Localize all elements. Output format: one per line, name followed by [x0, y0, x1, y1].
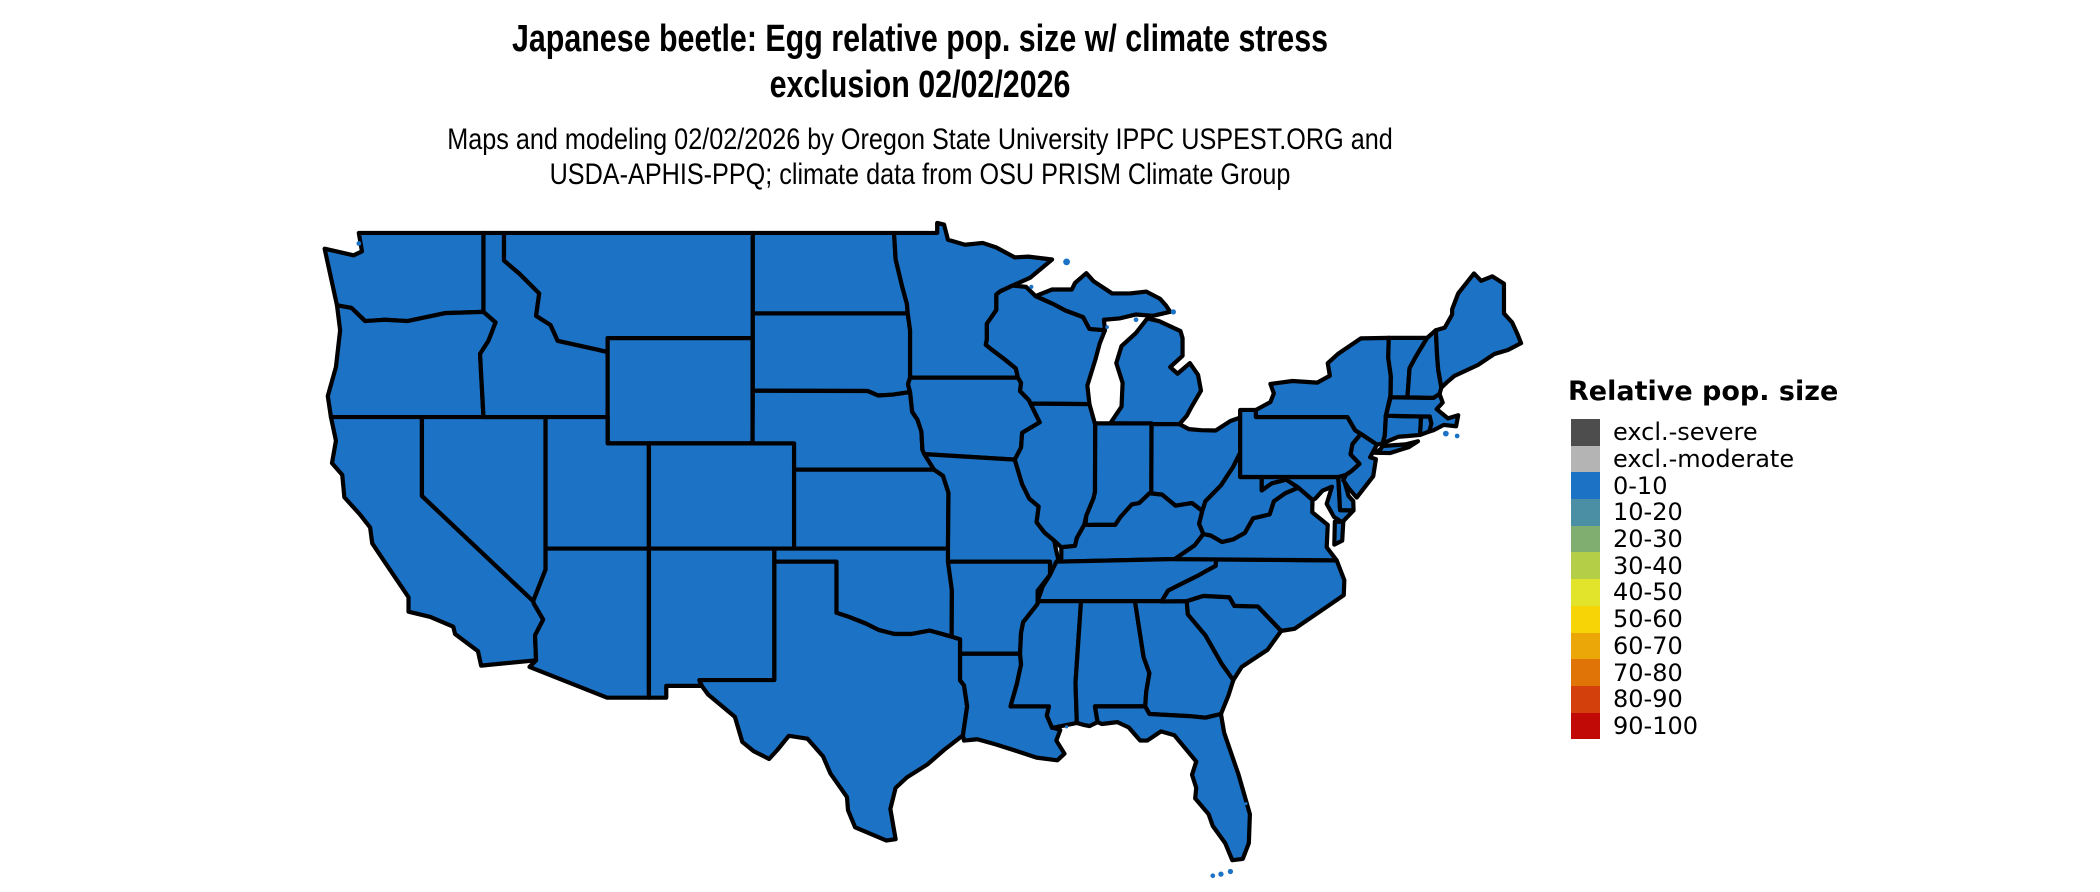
legend-swatch-50-60	[1571, 605, 1600, 633]
legend-row: excl.-severe	[1571, 419, 1838, 446]
legend-swatch-20-30	[1571, 525, 1600, 553]
legend-swatch-90-100	[1571, 712, 1600, 740]
legend-label: 0-10	[1613, 471, 1668, 500]
us-map-canvas	[322, 220, 1524, 879]
state-CO	[646, 441, 797, 551]
coastal-island	[1227, 868, 1234, 875]
state-PA	[1238, 407, 1363, 480]
legend-rows: excl.-severe excl.-moderate 0-10 10-20 20-30…	[1571, 419, 1838, 740]
state-NJ	[1341, 431, 1380, 500]
map-subtitle: Maps and modeling 02/02/2026 by Oregon S…	[416, 122, 1424, 192]
state-VAES	[1332, 519, 1346, 547]
legend-swatch-70-80	[1571, 659, 1600, 686]
state-ME	[1433, 271, 1524, 390]
legend-row: 10-20	[1571, 499, 1838, 526]
state-MILP	[1108, 316, 1204, 427]
legend-label: 40-50	[1613, 578, 1683, 607]
legend-row: 70-80	[1571, 659, 1838, 686]
legend-row: 40-50	[1571, 579, 1838, 606]
legend-label: 20-30	[1613, 525, 1683, 554]
legend-label: 30-40	[1613, 551, 1683, 580]
coastal-island	[367, 237, 371, 241]
legend: Relative pop. size excl.-severe excl.-mod…	[1568, 376, 1839, 740]
state-MA	[1383, 391, 1461, 434]
legend-swatch-60-70	[1571, 632, 1600, 660]
state-NC	[1159, 557, 1347, 633]
legend-swatch-0-10	[1571, 472, 1600, 500]
legend-row: 20-30	[1571, 525, 1838, 554]
map-title-line1: Japanese beetle: Egg relative pop. size …	[511, 18, 1329, 60]
legend-row: 50-60	[1571, 605, 1838, 634]
legend-label: excl.-severe	[1613, 418, 1758, 447]
coastal-island	[356, 241, 362, 246]
legend-label: 60-70	[1613, 631, 1683, 660]
legend-row: 30-40	[1571, 551, 1838, 580]
coastal-island	[1442, 430, 1449, 437]
legend-label: 50-60	[1613, 605, 1683, 634]
state-LI	[1372, 439, 1421, 456]
legend-label: 80-90	[1613, 685, 1683, 714]
coastal-island	[1029, 284, 1034, 289]
legend-swatch-excl.-moderate	[1571, 445, 1600, 473]
coastal-island	[1210, 873, 1216, 879]
legend-swatch-80-90	[1571, 685, 1600, 713]
legend-title: Relative pop. size	[1568, 376, 1839, 407]
legend-label: 10-20	[1613, 498, 1683, 527]
legend-row: 80-90	[1571, 685, 1838, 714]
state-TX	[697, 559, 970, 843]
coastal-island	[1064, 725, 1069, 729]
legend-row: excl.-moderate	[1571, 445, 1838, 474]
legend-row: 60-70	[1571, 631, 1838, 660]
coastal-island	[1063, 258, 1070, 266]
coastal-island	[1133, 317, 1139, 323]
state-CT	[1380, 413, 1424, 446]
map-title-line2: exclusion 02/02/2026	[769, 64, 1071, 106]
coastal-island	[1454, 433, 1460, 439]
legend-row: 90-100	[1571, 711, 1838, 740]
coastal-island	[1043, 747, 1048, 752]
legend-label: excl.-moderate	[1613, 445, 1795, 474]
map-title: Japanese beetle: Egg relative pop. size …	[440, 16, 1400, 108]
state-ND	[750, 230, 910, 316]
legend-row: 0-10	[1571, 471, 1838, 500]
state-AZ	[527, 546, 652, 700]
state-NM	[646, 546, 777, 700]
coastal-island	[1170, 309, 1176, 315]
state-OR	[325, 303, 498, 420]
legend-swatch-excl.-severe	[1571, 419, 1600, 446]
state-WY	[605, 336, 755, 446]
map-subtitle-line1: Maps and modeling 02/02/2026 by Oregon S…	[447, 123, 1393, 156]
coastal-island	[1105, 325, 1109, 329]
legend-swatch-10-20	[1571, 499, 1600, 526]
us-map	[307, 217, 1530, 888]
coastal-island	[1244, 802, 1248, 806]
coastal-island	[1218, 871, 1224, 877]
state-SD	[750, 311, 913, 398]
state-MIUP	[1033, 271, 1173, 333]
legend-swatch-40-50	[1571, 579, 1600, 606]
state-FL	[1092, 704, 1252, 863]
legend-label: 90-100	[1613, 711, 1699, 740]
state-KS	[791, 467, 951, 551]
legend-swatch-30-40	[1571, 552, 1600, 580]
legend-label: 70-80	[1613, 658, 1683, 687]
map-subtitle-line2: USDA-APHIS-PPQ; climate data from OSU PR…	[549, 158, 1291, 191]
